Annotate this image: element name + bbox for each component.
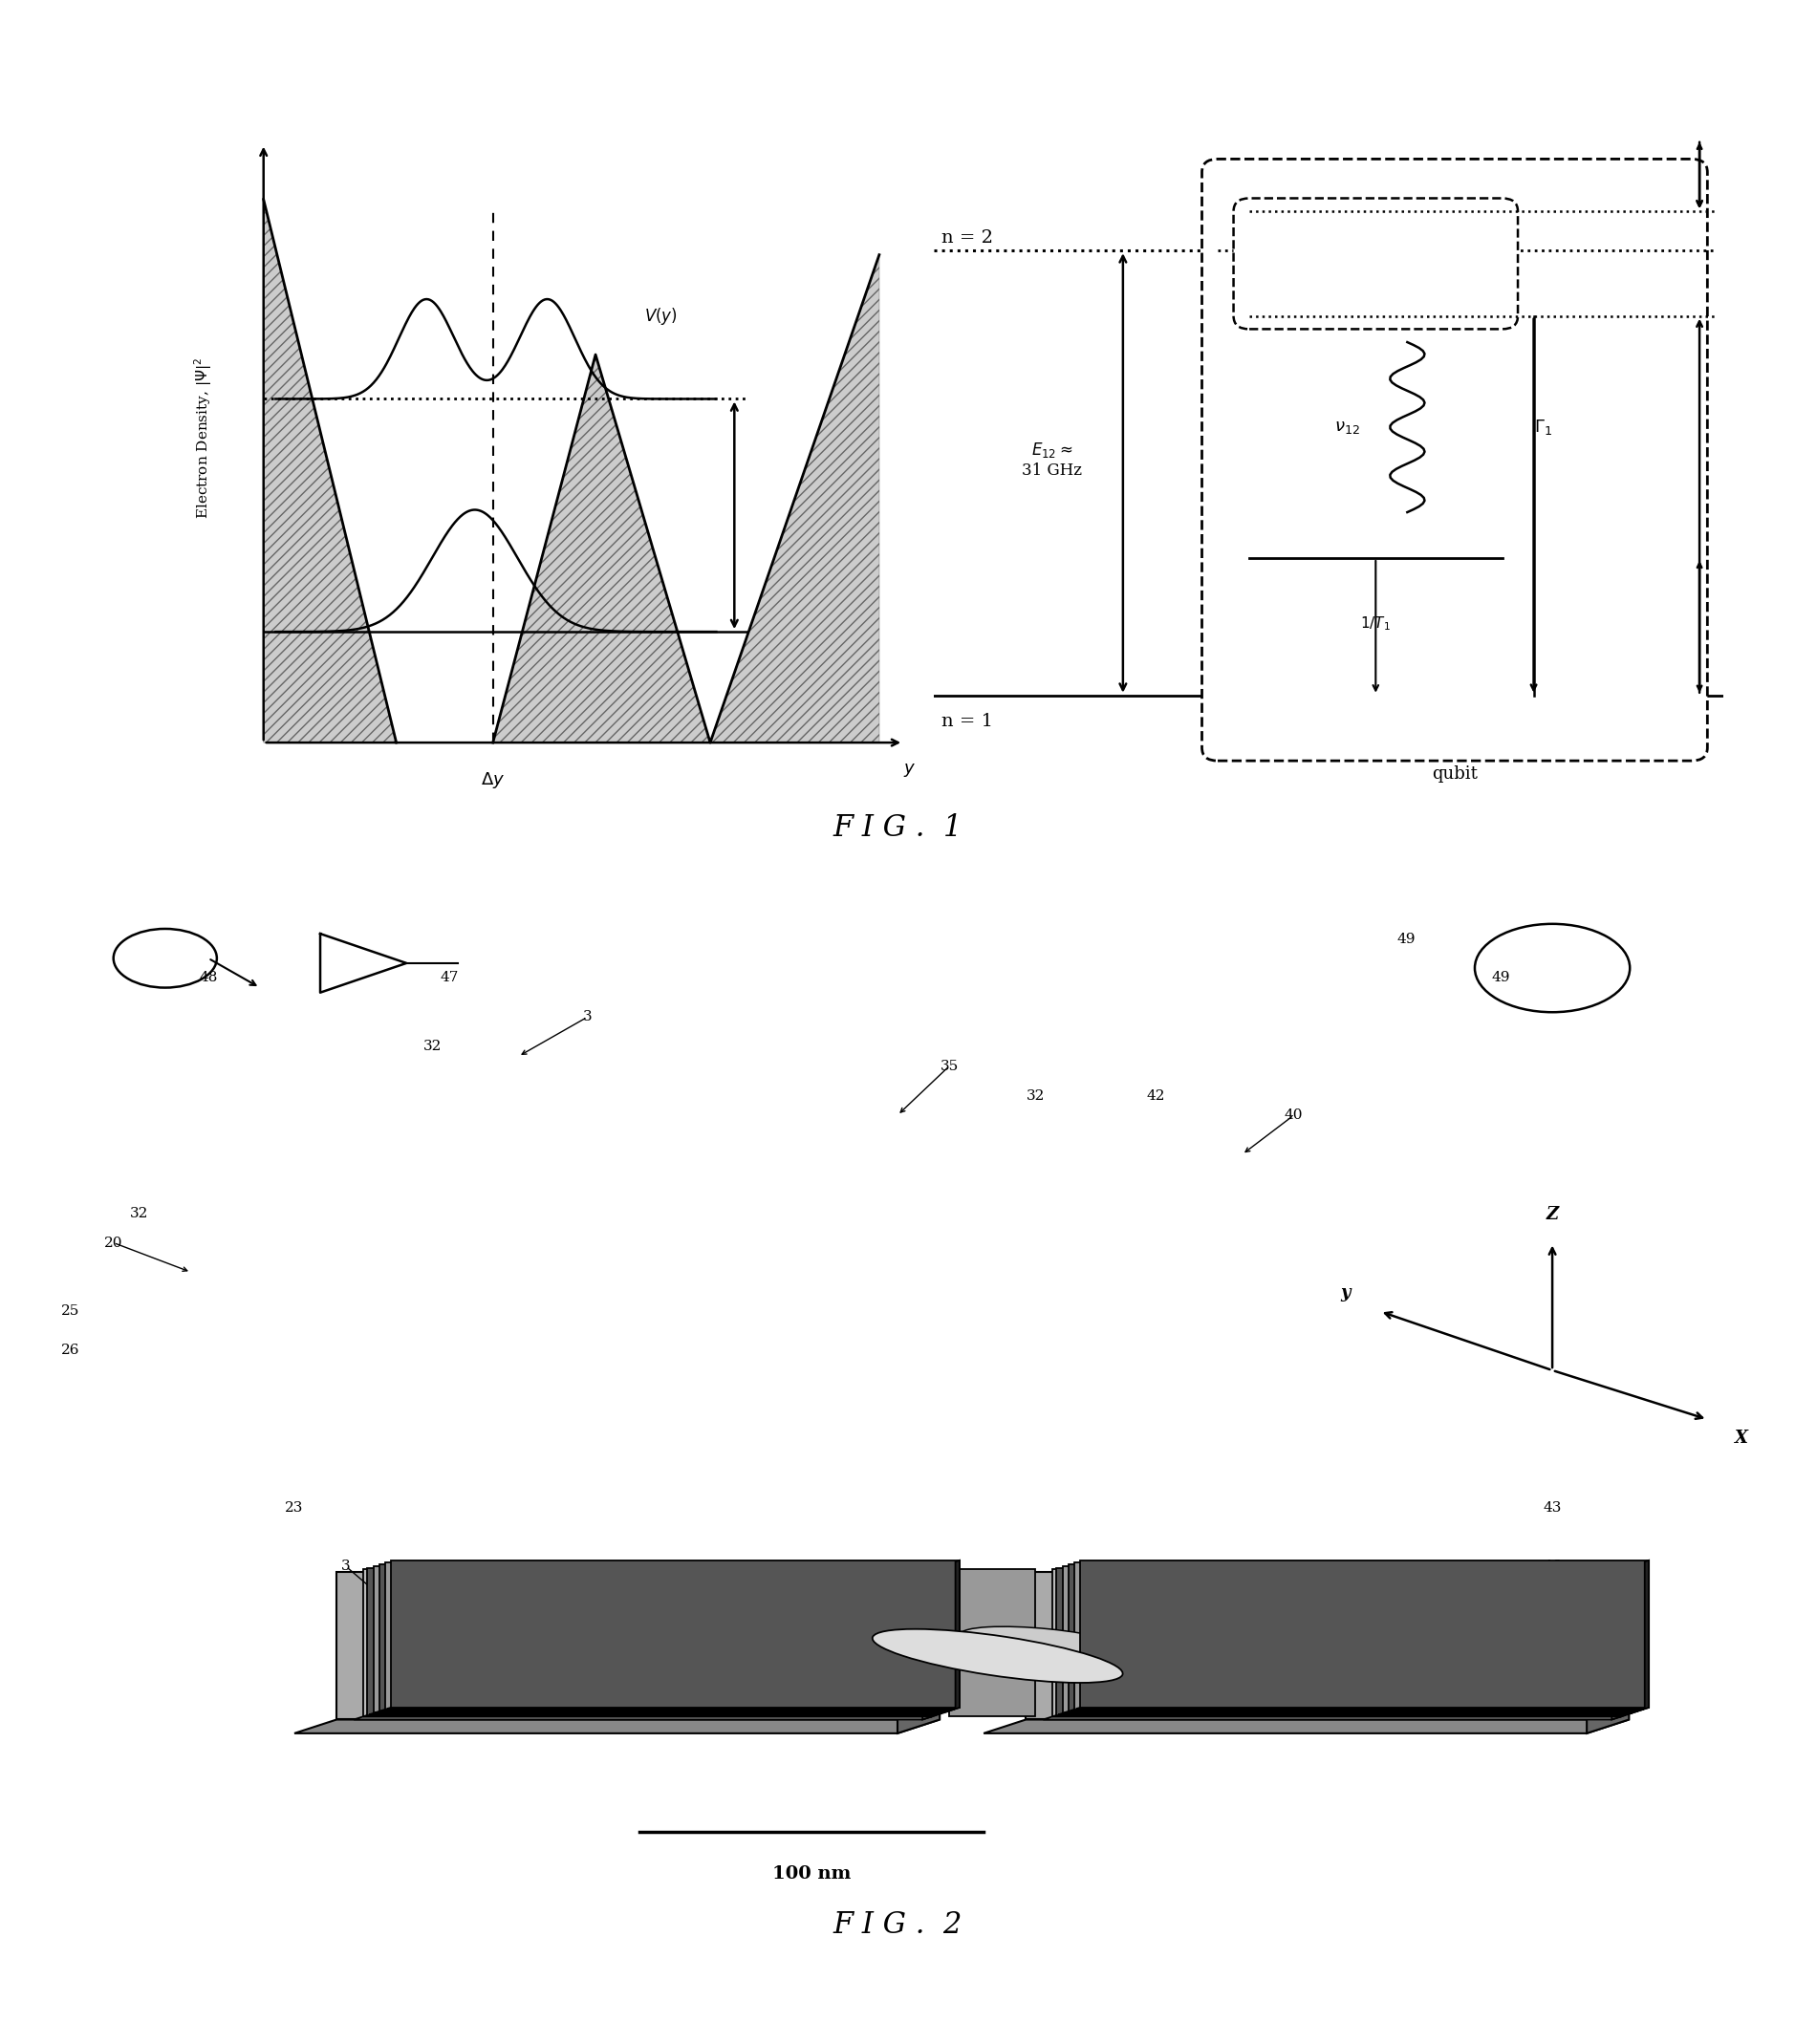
Polygon shape [932,1633,1052,1654]
Polygon shape [354,1717,932,1719]
Polygon shape [937,1566,942,1715]
Text: qubit: qubit [1432,764,1477,783]
Polygon shape [294,1719,941,1733]
Text: 46: 46 [1544,1560,1562,1574]
Polygon shape [944,1564,948,1713]
Polygon shape [898,1572,941,1733]
Polygon shape [1068,1564,1637,1711]
Ellipse shape [872,1629,1122,1682]
Text: 23: 23 [285,1500,303,1515]
Text: 3: 3 [583,1010,592,1024]
Polygon shape [1075,1562,1642,1709]
Polygon shape [1621,1568,1624,1717]
Polygon shape [1633,1564,1637,1713]
Text: 43: 43 [1544,1500,1562,1515]
Text: 32: 32 [630,1629,648,1641]
Text: n = 1: n = 1 [941,713,993,730]
Polygon shape [923,1570,932,1719]
Polygon shape [1027,1572,1630,1719]
Text: 3: 3 [341,1560,350,1574]
Text: 40: 40 [1285,1108,1303,1122]
Text: 32: 32 [1027,1089,1045,1102]
Polygon shape [368,1568,935,1715]
Polygon shape [984,1719,1630,1733]
Text: $\nu_{12}$: $\nu_{12}$ [1334,419,1361,435]
Text: F I G .  1: F I G . 1 [833,814,962,842]
Text: 32: 32 [424,1040,442,1053]
Polygon shape [1057,1568,1624,1715]
Polygon shape [1626,1566,1632,1715]
Polygon shape [386,1562,953,1709]
Text: 49: 49 [1492,971,1510,985]
Polygon shape [391,1560,960,1707]
Text: 42: 42 [1147,1089,1165,1102]
Text: F I G .  2: F I G . 2 [833,1911,962,1940]
Text: 44: 44 [1492,1629,1510,1641]
Polygon shape [950,1570,1036,1717]
Polygon shape [1081,1560,1650,1707]
Text: 20: 20 [104,1237,122,1249]
Ellipse shape [960,1627,1131,1658]
Text: 48: 48 [199,971,217,985]
Text: 49: 49 [1397,932,1414,946]
Text: $\Delta y$: $\Delta y$ [481,771,504,791]
Text: 100 nm: 100 nm [772,1866,851,1883]
Polygon shape [950,1562,953,1711]
Polygon shape [1639,1562,1642,1711]
Text: $\Gamma_1$: $\Gamma_1$ [1533,417,1553,437]
Text: 26: 26 [61,1345,79,1357]
Text: 32: 32 [129,1206,149,1220]
Polygon shape [1587,1572,1630,1733]
Polygon shape [1052,1570,1621,1717]
Text: $V(y)$: $V(y)$ [644,307,677,327]
Text: Electron Density, |$\Psi$|$^2$: Electron Density, |$\Psi$|$^2$ [192,358,214,519]
FancyBboxPatch shape [1233,198,1519,329]
Text: $1/T_1$: $1/T_1$ [1361,615,1391,632]
Polygon shape [494,354,711,742]
Polygon shape [379,1564,948,1711]
Polygon shape [337,1572,941,1719]
Text: 35: 35 [941,1059,959,1073]
Polygon shape [711,256,880,742]
Text: $E_{12}\approx$
31 GHz: $E_{12}\approx$ 31 GHz [1021,442,1082,478]
Polygon shape [363,1570,932,1717]
Polygon shape [955,1560,960,1709]
Polygon shape [373,1566,942,1713]
Polygon shape [1063,1566,1632,1713]
Text: ~1.4 GHz: ~1.4 GHz [1352,258,1416,270]
Polygon shape [1043,1717,1621,1719]
Text: y: y [1341,1284,1350,1302]
Text: $y$: $y$ [903,762,915,779]
Text: 25: 25 [61,1304,79,1318]
Polygon shape [264,200,397,742]
FancyBboxPatch shape [1203,159,1707,760]
Text: n = 2: n = 2 [941,229,993,245]
Polygon shape [932,1568,935,1717]
Polygon shape [1612,1570,1621,1719]
Polygon shape [1644,1560,1650,1709]
Text: Z: Z [1545,1206,1558,1222]
Text: 47: 47 [440,971,460,985]
Text: X: X [1736,1429,1748,1447]
